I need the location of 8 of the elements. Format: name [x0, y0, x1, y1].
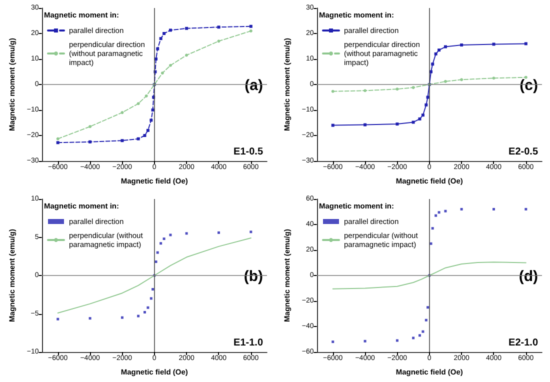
- annotation: E1-0.5: [234, 146, 264, 158]
- annotation: (b): [244, 268, 264, 285]
- annotation: (c): [520, 77, 538, 94]
- annotation: E2-1.0: [508, 338, 538, 348]
- annotation: E2-0.5: [508, 146, 538, 158]
- annotation: (d): [518, 268, 538, 285]
- annotation: E1-1.0: [234, 338, 264, 348]
- annotation: (a): [244, 77, 264, 94]
